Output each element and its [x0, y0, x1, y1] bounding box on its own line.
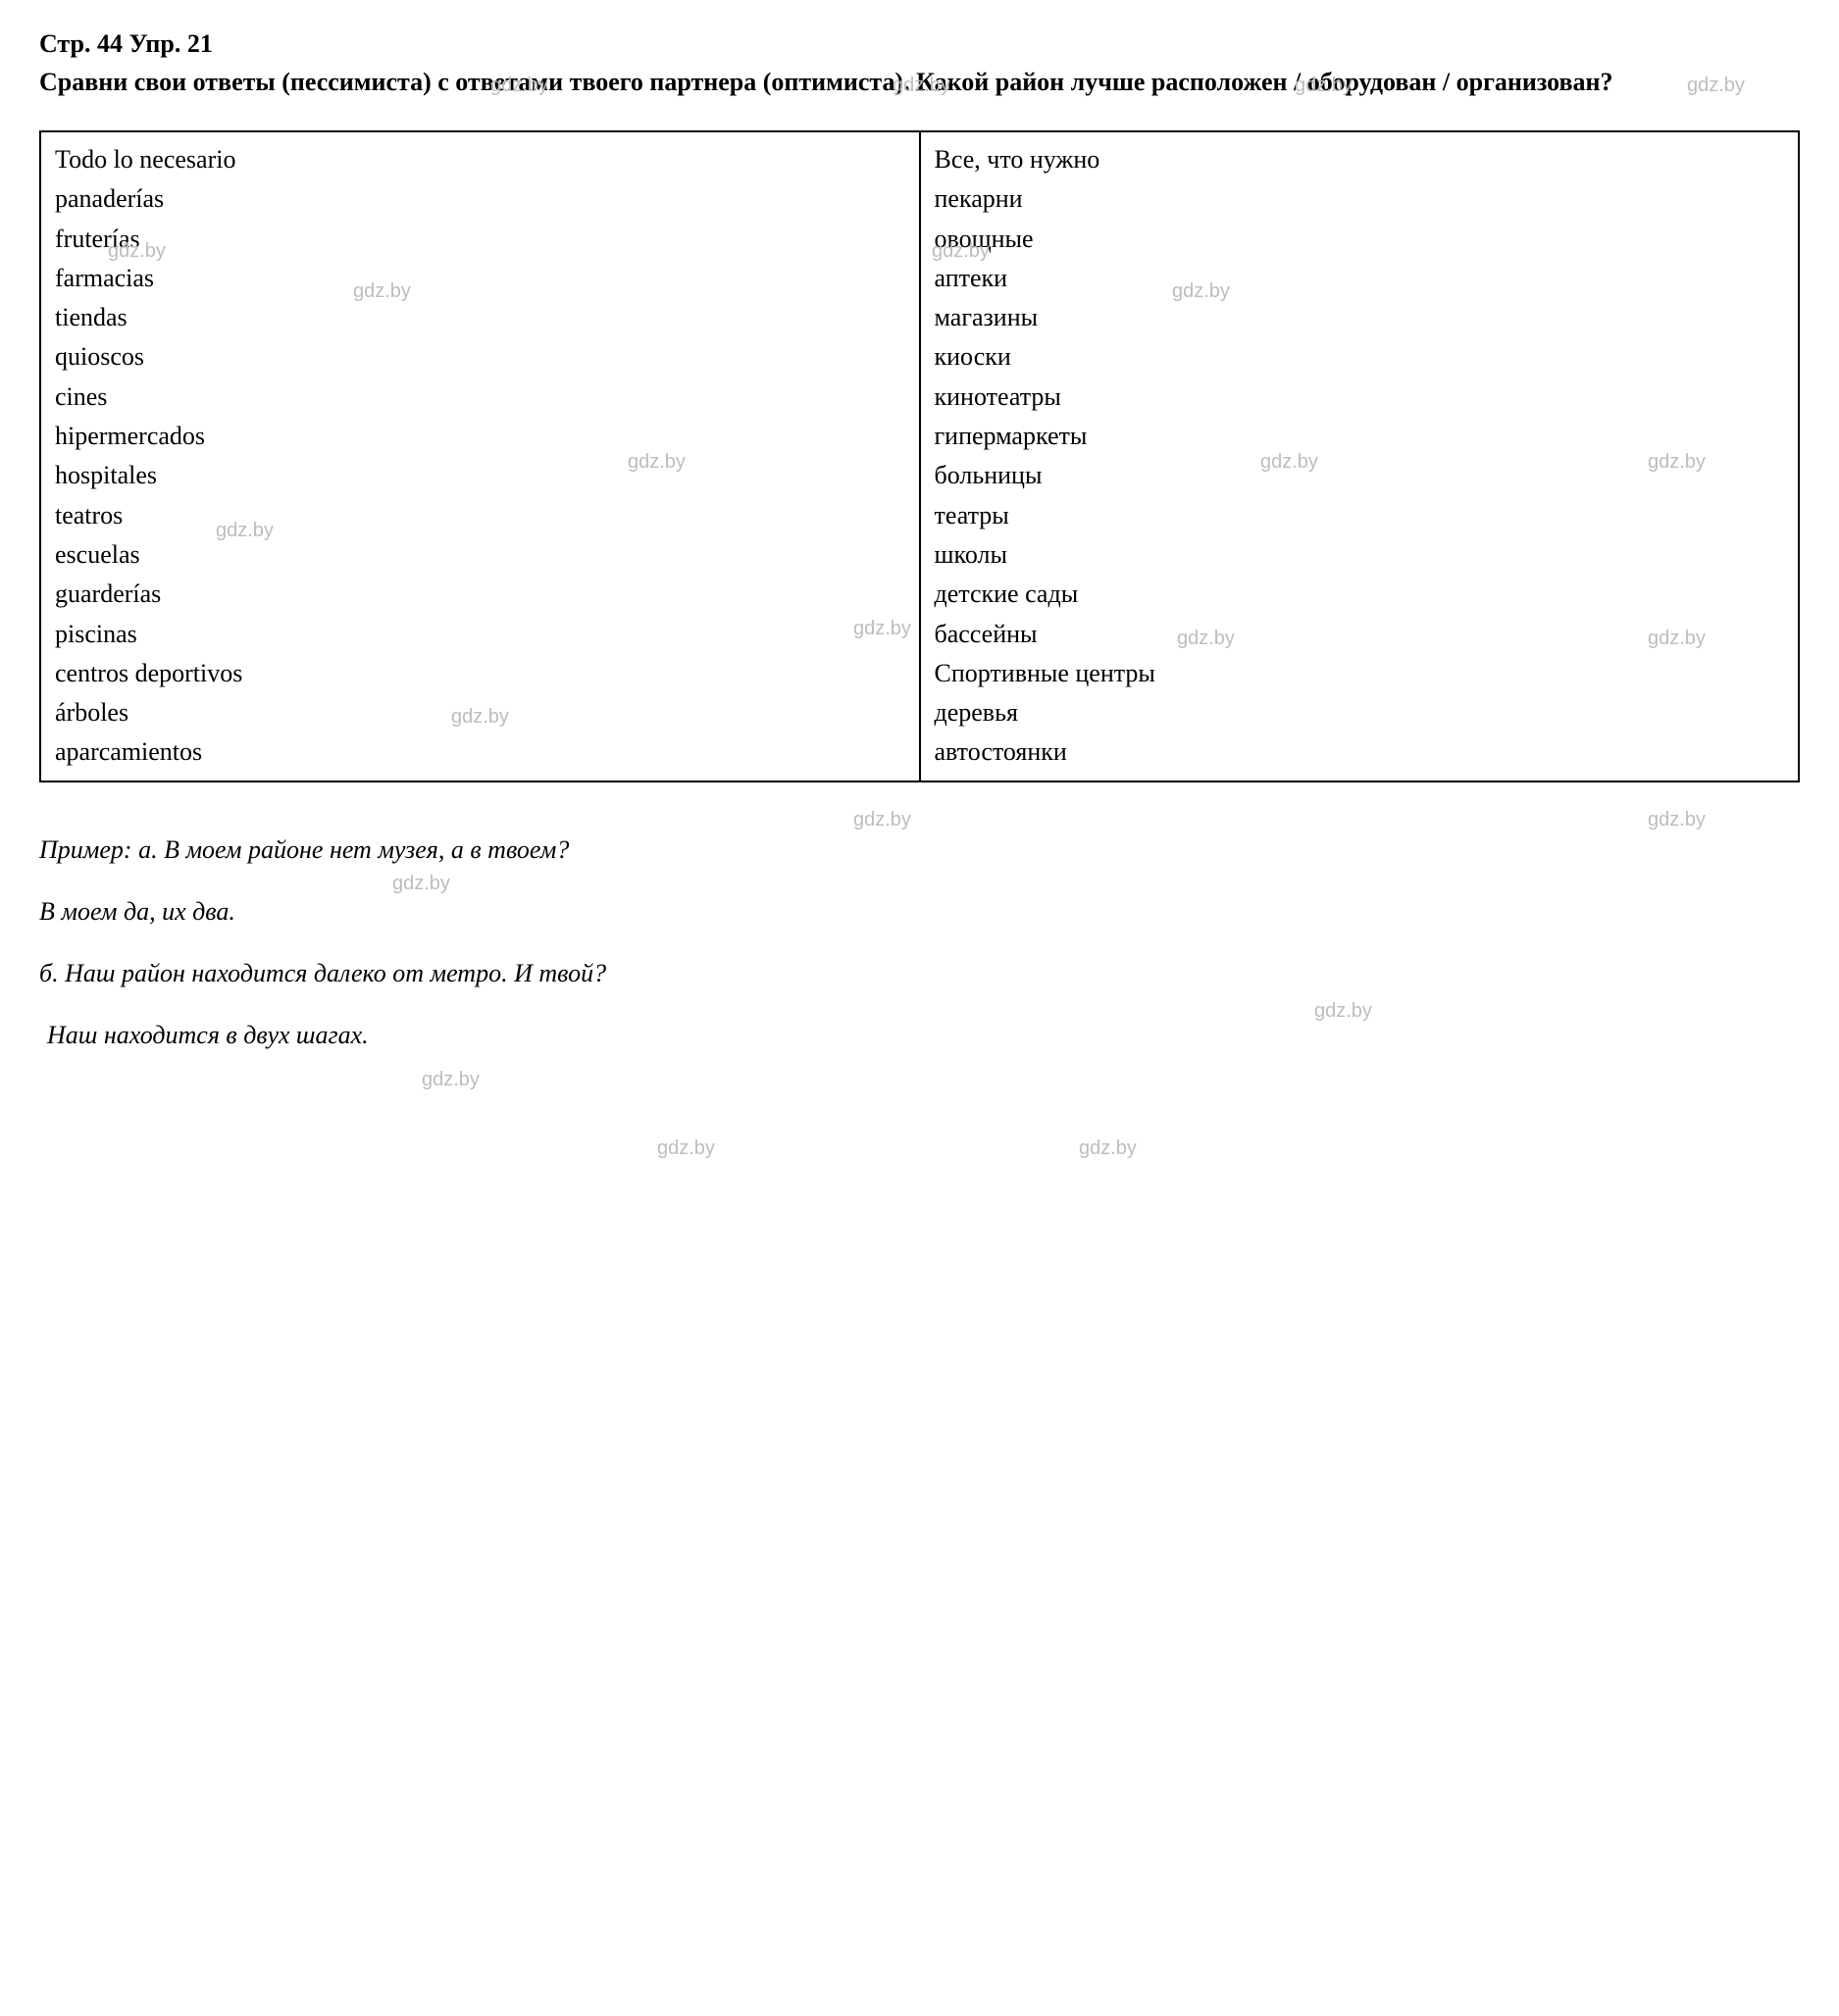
vocab-item: piscinas	[55, 615, 905, 654]
vocab-item: школы	[935, 535, 1785, 575]
vocab-item: автостоянки	[935, 732, 1785, 772]
page-exercise-ref: Стр. 44 Упр. 21	[39, 29, 1800, 59]
example-line: В моем да, их два.	[39, 883, 1800, 939]
example-line: Наш находится в двух шагах.	[39, 1007, 1800, 1063]
vocab-item: aparcamientos	[55, 732, 905, 772]
vocab-item: пекарни	[935, 179, 1785, 219]
vocab-item: Все, что нужно	[935, 140, 1785, 179]
vocab-item: театры	[935, 496, 1785, 535]
vocab-item: гипермаркеты	[935, 417, 1785, 456]
vocab-item: quioscos	[55, 337, 905, 377]
vocab-item: tiendas	[55, 298, 905, 337]
vocab-table: Todo lo necesario panaderías fruterías f…	[39, 130, 1800, 782]
vocab-item: детские сады	[935, 575, 1785, 614]
vocab-item: farmacias	[55, 259, 905, 298]
watermark: gdz.by	[422, 1069, 480, 1091]
vocab-item: Todo lo necesario	[55, 140, 905, 179]
vocab-item: кинотеатры	[935, 378, 1785, 417]
vocab-col-spanish: Todo lo necesario panaderías fruterías f…	[40, 131, 920, 781]
vocab-item: больницы	[935, 456, 1785, 495]
vocab-item: магазины	[935, 298, 1785, 337]
vocab-item: escuelas	[55, 535, 905, 575]
vocab-col-russian: Все, что нужно пекарни овощные аптеки ма…	[920, 131, 1800, 781]
exercise-prompt: Сравни свои ответы (пессимиста) с ответа…	[39, 63, 1800, 101]
vocab-item: Спортивные центры	[935, 654, 1785, 693]
vocab-item: деревья	[935, 693, 1785, 732]
vocab-item: аптеки	[935, 259, 1785, 298]
vocab-item: árboles	[55, 693, 905, 732]
vocab-item: hipermercados	[55, 417, 905, 456]
vocab-item: guarderías	[55, 575, 905, 614]
example-line: б. Наш район находится далеко от метро. …	[39, 945, 1800, 1001]
vocab-item: овощные	[935, 220, 1785, 259]
watermark: gdz.by	[657, 1137, 715, 1160]
vocab-item: hospitales	[55, 456, 905, 495]
vocab-item: бассейны	[935, 615, 1785, 654]
watermark: gdz.by	[1079, 1137, 1137, 1160]
vocab-item: teatros	[55, 496, 905, 535]
vocab-item: centros deportivos	[55, 654, 905, 693]
vocab-item: киоски	[935, 337, 1785, 377]
example-line: Пример: а. В моем районе нет музея, а в …	[39, 822, 1800, 878]
vocab-item: cines	[55, 378, 905, 417]
vocab-item: panaderías	[55, 179, 905, 219]
vocab-item: fruterías	[55, 220, 905, 259]
table-row: Todo lo necesario panaderías fruterías f…	[40, 131, 1799, 781]
example-block: Пример: а. В моем районе нет музея, а в …	[39, 822, 1800, 1064]
